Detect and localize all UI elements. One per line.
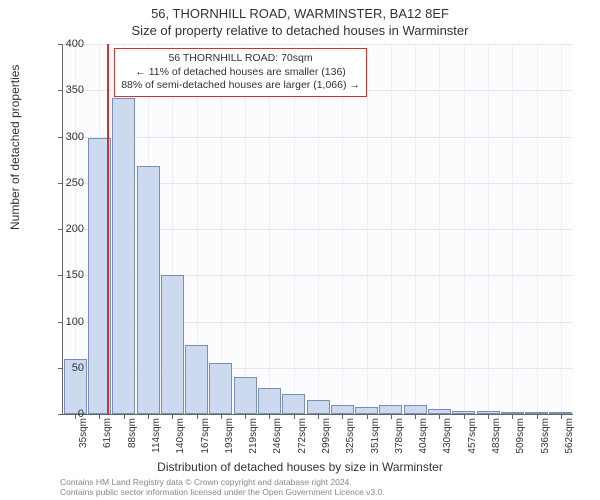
xtick-mark [512,414,513,419]
ytick-label: 300 [44,131,84,143]
xtick-mark [197,414,198,419]
footer-line-2: Contains public sector information licen… [60,488,385,498]
histogram-bar [452,411,475,414]
footer: Contains HM Land Registry data © Crown c… [60,478,385,498]
xtick-mark [172,414,173,419]
annotation-line-3: 88% of semi-detached houses are larger (… [121,79,360,93]
gridline-v [342,44,343,414]
xtick-label: 378sqm [394,418,405,454]
gridline-v [464,44,465,414]
xtick-label: 140sqm [175,418,186,454]
histogram-bar [501,412,524,414]
gridline-v [512,44,513,414]
xtick-label: 562sqm [564,418,575,454]
xtick-label: 193sqm [224,418,235,454]
histogram-bar [355,407,378,414]
histogram-bar [234,377,257,414]
xtick-label: 430sqm [442,418,453,454]
xtick-mark [124,414,125,419]
title-line-2: Size of property relative to detached ho… [0,21,600,42]
gridline-v [294,44,295,414]
xtick-label: 88sqm [127,418,138,448]
xtick-label: 509sqm [515,418,526,454]
histogram-bar [428,409,451,414]
title-line-1: 56, THORNHILL ROAD, WARMINSTER, BA12 8EF [0,0,600,21]
gridline-v [269,44,270,414]
xtick-label: 35sqm [78,418,89,448]
y-axis-label: Number of detached properties [8,65,22,230]
xtick-mark [318,414,319,419]
gridline-v [537,44,538,414]
x-axis-label: Distribution of detached houses by size … [0,460,600,474]
gridline-v [245,44,246,414]
gridline-v [488,44,489,414]
ytick-label: 200 [44,223,84,235]
ytick-label: 0 [44,408,84,420]
chart-container: 56, THORNHILL ROAD, WARMINSTER, BA12 8EF… [0,0,600,500]
gridline-v [367,44,368,414]
xtick-mark [561,414,562,419]
ytick-label: 250 [44,177,84,189]
ytick-label: 100 [44,316,84,328]
xtick-label: 167sqm [200,418,211,454]
annotation-line-2: ← 11% of detached houses are smaller (13… [121,66,360,80]
xtick-label: 299sqm [321,418,332,454]
gridline-v [221,44,222,414]
xtick-label: 272sqm [297,418,308,454]
xtick-mark [464,414,465,419]
xtick-label: 457sqm [467,418,478,454]
xtick-mark [245,414,246,419]
xtick-label: 114sqm [151,418,162,453]
xtick-mark [342,414,343,419]
ytick-label: 400 [44,38,84,50]
histogram-bar [258,388,281,414]
xtick-label: 536sqm [540,418,551,454]
histogram-bar [161,275,184,414]
xtick-mark [391,414,392,419]
gridline-v [391,44,392,414]
xtick-label: 351sqm [370,418,381,454]
xtick-mark [537,414,538,419]
xtick-label: 404sqm [418,418,429,454]
ytick-label: 350 [44,84,84,96]
histogram-bar [331,405,354,414]
histogram-bar [549,412,572,414]
xtick-mark [488,414,489,419]
histogram-bar [209,363,232,414]
gridline-v [318,44,319,414]
histogram-bar [282,394,305,414]
histogram-bar [185,345,208,414]
xtick-mark [269,414,270,419]
xtick-label: 483sqm [491,418,502,454]
xtick-label: 219sqm [248,418,259,454]
histogram-bar [477,411,500,414]
xtick-mark [221,414,222,419]
xtick-mark [367,414,368,419]
annotation-line-1: 56 THORNHILL ROAD: 70sqm [121,52,360,66]
xtick-label: 246sqm [272,418,283,454]
gridline-v [439,44,440,414]
xtick-label: 61sqm [102,418,113,448]
histogram-bar [307,400,330,414]
histogram-bar [112,98,135,414]
chart-area: 35sqm61sqm88sqm114sqm140sqm167sqm193sqm2… [62,44,572,414]
histogram-bar [137,166,160,414]
ytick-label: 50 [44,362,84,374]
xtick-mark [415,414,416,419]
xtick-mark [99,414,100,419]
histogram-bar [379,405,402,414]
xtick-label: 325sqm [345,418,356,454]
marker-line [107,44,109,414]
xtick-mark [148,414,149,419]
xtick-mark [439,414,440,419]
gridline-v [561,44,562,414]
gridline-v [415,44,416,414]
histogram-bar [525,412,548,414]
histogram-bar [404,405,427,414]
ytick-label: 150 [44,269,84,281]
plot-region: 35sqm61sqm88sqm114sqm140sqm167sqm193sqm2… [62,44,573,415]
annotation-box: 56 THORNHILL ROAD: 70sqm ← 11% of detach… [114,48,367,97]
xtick-mark [294,414,295,419]
